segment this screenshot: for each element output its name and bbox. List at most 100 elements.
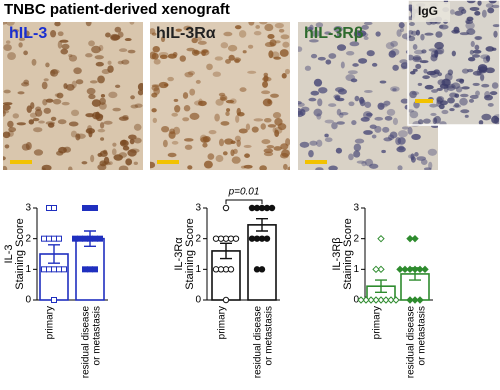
nucleus: [18, 37, 26, 41]
nucleus: [336, 44, 347, 51]
nucleus: [94, 55, 104, 60]
nucleus: [230, 149, 235, 157]
nucleus: [183, 25, 193, 31]
nucleus: [91, 99, 101, 107]
nucleus: [298, 102, 305, 107]
nucleus: [429, 103, 438, 108]
data-point: [87, 235, 93, 242]
x-tick-label: primary: [45, 306, 56, 339]
nucleus: [128, 134, 137, 140]
nucleus: [353, 143, 362, 152]
nucleus: [248, 22, 255, 26]
nucleus: [435, 31, 443, 38]
x-tick-label: residual disease: [253, 306, 264, 379]
nucleus: [130, 104, 139, 109]
nucleus: [117, 60, 124, 65]
nucleus: [369, 163, 379, 169]
nucleus: [251, 126, 259, 133]
nucleus: [153, 58, 161, 65]
nucleus: [57, 119, 67, 125]
error-bar: [375, 279, 387, 294]
nucleus: [193, 100, 203, 106]
nucleus: [226, 108, 231, 112]
data-point: [268, 204, 276, 212]
x-tick-label: primary: [372, 306, 383, 339]
micrograph: [150, 22, 290, 170]
nucleus: [70, 109, 80, 117]
data-point: [411, 296, 419, 304]
nucleus: [152, 45, 160, 53]
y-axis-label: Staining Score: [184, 218, 196, 290]
nucleus: [186, 47, 195, 52]
nucleus: [163, 83, 169, 87]
data-point: [392, 296, 400, 304]
nucleus: [328, 165, 338, 170]
nucleus: [390, 48, 400, 56]
nucleus: [45, 62, 50, 68]
nucleus: [485, 67, 495, 74]
nucleus: [454, 10, 464, 16]
nucleus: [122, 145, 130, 151]
nucleus: [127, 149, 137, 157]
nucleus: [447, 97, 455, 104]
data-point: [51, 266, 57, 273]
nucleus: [100, 137, 105, 141]
nucleus: [280, 152, 289, 159]
nucleus: [306, 26, 313, 31]
nucleus: [207, 153, 215, 160]
data-point: [377, 296, 385, 304]
nucleus: [395, 137, 402, 146]
nucleus: [159, 54, 168, 59]
nucleus: [68, 54, 78, 62]
nucleus: [7, 130, 14, 137]
nucleus: [121, 139, 127, 146]
nucleus: [386, 108, 396, 116]
nucleus: [259, 165, 267, 170]
nucleus: [184, 144, 193, 150]
nucleus: [454, 93, 460, 98]
data-point: [401, 265, 409, 274]
nucleus: [263, 117, 272, 123]
nucleus: [7, 52, 16, 60]
scale-bar: [305, 160, 327, 164]
nucleus: [356, 160, 366, 164]
nucleus: [107, 60, 112, 65]
nucleus: [97, 128, 106, 133]
error-bar: [220, 242, 232, 260]
nucleus: [171, 112, 178, 117]
data-point: [46, 235, 52, 242]
data-point: [92, 266, 98, 273]
nucleus: [218, 138, 225, 147]
nucleus: [243, 164, 253, 169]
y-tick-label: 2: [195, 233, 201, 244]
nucleus: [267, 34, 275, 40]
nucleus: [118, 48, 128, 53]
data-point: [411, 265, 419, 274]
nucleus: [3, 44, 12, 51]
data-point: [367, 296, 375, 304]
nucleus: [172, 52, 178, 57]
nucleus: [328, 53, 337, 59]
nucleus: [263, 148, 274, 154]
nucleus: [234, 58, 240, 64]
nucleus: [298, 101, 302, 105]
y-tick-label: 0: [25, 295, 31, 306]
nucleus: [263, 75, 269, 82]
nucleus: [374, 125, 382, 133]
nucleus: [280, 34, 290, 40]
data-point: [263, 235, 271, 242]
nucleus: [87, 125, 93, 133]
nucleus: [175, 28, 182, 32]
data-point: [372, 265, 380, 274]
nucleus: [21, 82, 30, 87]
nucleus: [324, 133, 329, 138]
nucleus: [4, 144, 10, 149]
nucleus: [408, 109, 415, 113]
nucleus: [261, 90, 271, 95]
nucleus: [184, 71, 194, 78]
nucleus: [412, 44, 418, 50]
nucleus: [90, 154, 95, 163]
nucleus: [360, 32, 369, 37]
nucleus: [113, 154, 123, 161]
nucleus: [485, 3, 494, 8]
